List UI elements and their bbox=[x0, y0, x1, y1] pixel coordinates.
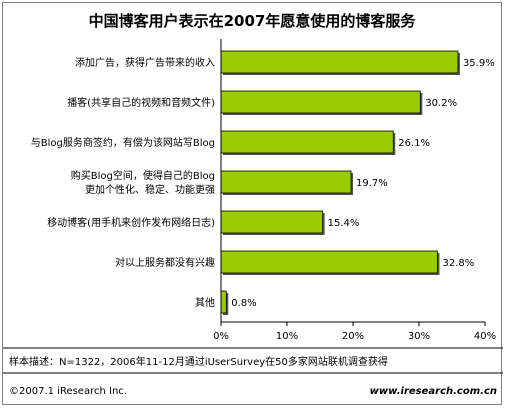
x-axis: 0% 10% 20% 30% 40% bbox=[213, 39, 496, 342]
x-tick-label: 10% bbox=[276, 331, 298, 342]
value-label: 32.8% bbox=[442, 258, 474, 269]
value-label: 26.1% bbox=[398, 138, 430, 149]
value-label: 30.2% bbox=[425, 98, 457, 109]
value-label: 15.4% bbox=[328, 218, 360, 229]
bar-chart: 中国博客用户表示在2007年愿意使用的博客服务 添加广告，获得广告带来的收入 35… bbox=[3, 12, 503, 397]
chart-title: 中国博客用户表示在2007年愿意使用的博客服务 bbox=[89, 12, 417, 30]
bars-layer: 添加广告，获得广告带来的收入 35.9% 播客(共享自己的视频和音频文件) 30.2%… bbox=[31, 50, 495, 315]
category-label: 添加广告，获得广告带来的收入 bbox=[75, 56, 215, 69]
x-tick-label: 30% bbox=[408, 331, 430, 342]
bar bbox=[220, 130, 394, 154]
x-tick-label: 20% bbox=[342, 331, 364, 342]
category-label: 播客(共享自己的视频和音频文件) bbox=[67, 96, 215, 109]
category-label: 与Blog服务商签约，有偿为该网站写Blog bbox=[31, 136, 215, 149]
bar bbox=[220, 250, 438, 274]
value-label: 35.9% bbox=[463, 58, 495, 69]
category-label: 对以上服务都没有兴趣 bbox=[115, 256, 215, 269]
bar bbox=[220, 210, 324, 234]
category-label: 移动博客(用手机来创作发布网络日志) bbox=[47, 216, 215, 229]
bar bbox=[220, 90, 421, 114]
x-tick-label: 0% bbox=[213, 331, 229, 342]
category-label: 购买Blog空间，使得自己的Blog bbox=[71, 169, 215, 182]
value-label: 19.7% bbox=[356, 178, 388, 189]
category-label: 更加个性化、稳定、功能更强 bbox=[85, 183, 215, 196]
bar bbox=[220, 170, 352, 194]
bar bbox=[220, 50, 459, 74]
sample-note: 样本描述：N=1322，2006年11-12月通过iUserSurvey在50多… bbox=[9, 355, 388, 368]
bar bbox=[220, 290, 227, 314]
footer-copyright: ©2007.1 iResearch Inc. bbox=[9, 386, 127, 397]
category-label: 其他 bbox=[195, 296, 215, 309]
x-tick-label: 40% bbox=[474, 331, 496, 342]
value-label: 0.8% bbox=[231, 298, 256, 309]
footer-url: www.iresearch.com.cn bbox=[370, 386, 497, 397]
chart-frame: 中国博客用户表示在2007年愿意使用的博客服务 添加广告，获得广告带来的收入 35… bbox=[2, 2, 503, 405]
